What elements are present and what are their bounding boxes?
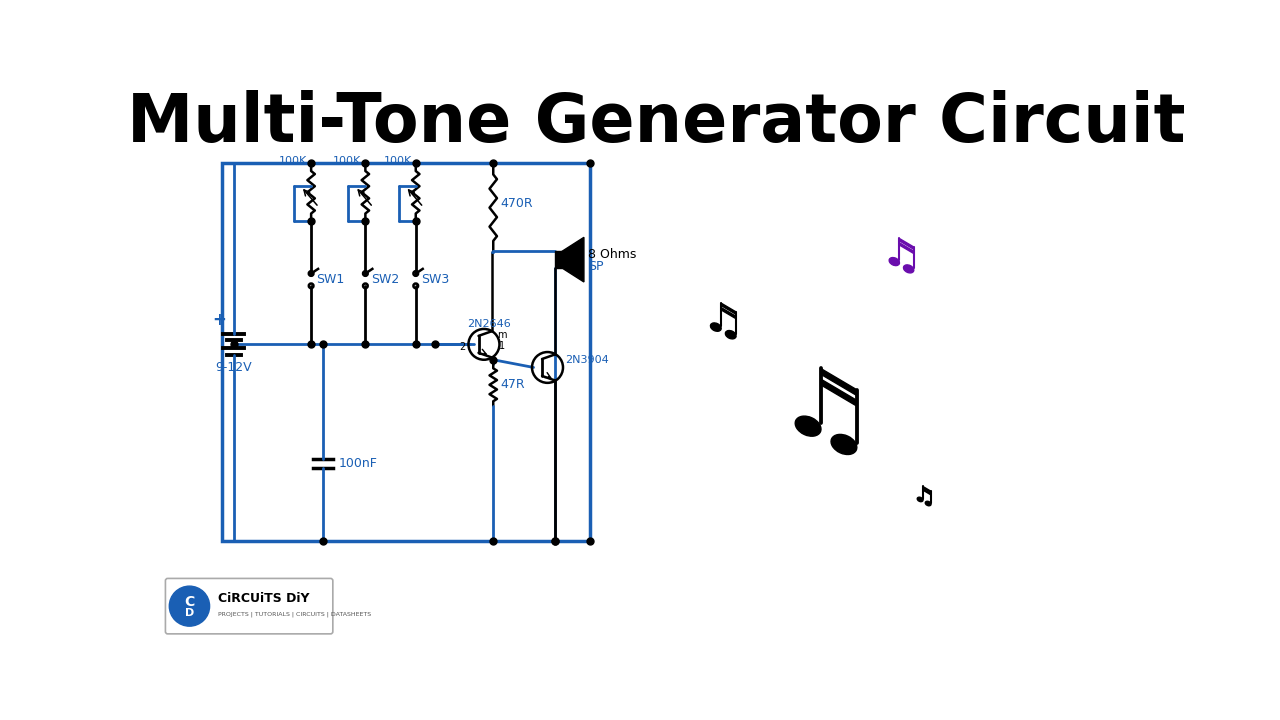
Text: 100K: 100K bbox=[333, 156, 361, 166]
Ellipse shape bbox=[890, 258, 900, 266]
Text: 100K: 100K bbox=[279, 156, 307, 166]
Ellipse shape bbox=[726, 330, 736, 339]
Polygon shape bbox=[820, 369, 856, 395]
Ellipse shape bbox=[710, 323, 721, 331]
Polygon shape bbox=[923, 489, 931, 495]
Text: SW3: SW3 bbox=[421, 273, 449, 286]
Text: 100K: 100K bbox=[384, 156, 412, 166]
Polygon shape bbox=[721, 307, 736, 319]
Circle shape bbox=[169, 586, 210, 626]
Polygon shape bbox=[562, 238, 584, 282]
Text: SP: SP bbox=[588, 260, 603, 273]
Ellipse shape bbox=[831, 434, 856, 454]
Text: 470R: 470R bbox=[500, 197, 532, 210]
Bar bbox=[221, 163, 590, 541]
Text: +: + bbox=[212, 311, 227, 329]
Polygon shape bbox=[721, 303, 736, 315]
Text: 9-12V: 9-12V bbox=[215, 361, 252, 374]
Text: 8 Ohms: 8 Ohms bbox=[588, 248, 636, 261]
Ellipse shape bbox=[925, 501, 931, 505]
Text: 2: 2 bbox=[460, 342, 466, 351]
Text: m: m bbox=[497, 330, 507, 340]
Text: 47R: 47R bbox=[500, 378, 525, 391]
Text: C: C bbox=[184, 595, 195, 608]
Ellipse shape bbox=[904, 265, 914, 273]
Polygon shape bbox=[556, 251, 562, 268]
Polygon shape bbox=[923, 487, 931, 492]
Text: SW1: SW1 bbox=[316, 273, 344, 286]
Text: 100nF: 100nF bbox=[338, 457, 378, 470]
Polygon shape bbox=[820, 379, 856, 406]
Ellipse shape bbox=[795, 416, 820, 436]
Polygon shape bbox=[900, 243, 914, 253]
Polygon shape bbox=[900, 238, 914, 249]
Text: 2N3904: 2N3904 bbox=[566, 355, 609, 365]
Text: D: D bbox=[184, 608, 195, 618]
Text: 1: 1 bbox=[499, 341, 504, 351]
Text: Multi-Tone Generator Circuit: Multi-Tone Generator Circuit bbox=[127, 90, 1185, 156]
Text: SW2: SW2 bbox=[371, 273, 399, 286]
FancyBboxPatch shape bbox=[165, 578, 333, 634]
Text: PROJECTS | TUTORIALS | CIRCUITS | DATASHEETS: PROJECTS | TUTORIALS | CIRCUITS | DATASH… bbox=[218, 612, 371, 617]
Text: 2N2646: 2N2646 bbox=[467, 318, 511, 328]
Text: CiRCUiTS DiY: CiRCUiTS DiY bbox=[218, 592, 310, 605]
Ellipse shape bbox=[918, 498, 923, 502]
